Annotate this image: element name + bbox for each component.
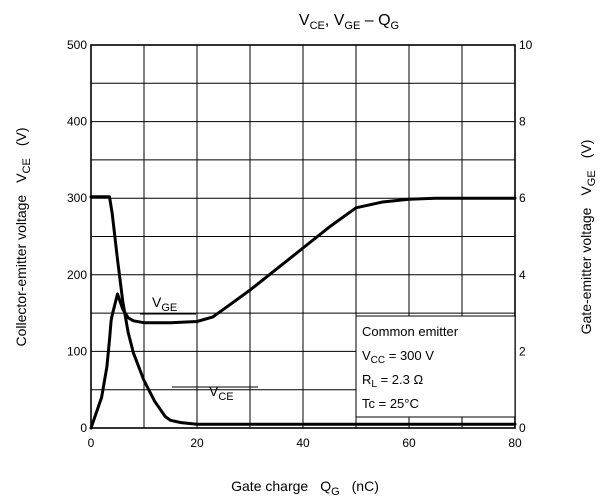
y-right-tick-label: 2	[519, 344, 526, 358]
series-line-vge	[89, 196, 517, 430]
y-left-axis-label: Collector-emitter voltageVCE(V)	[13, 127, 33, 346]
y-right-tick-label: 0	[519, 421, 526, 435]
vge-series-label: VGE	[152, 294, 177, 314]
x-tick-label: 0	[88, 436, 95, 450]
chart-title: VCE, VGE – QG	[299, 12, 399, 32]
y-right-tick-label: 6	[519, 191, 526, 205]
series-line-vce	[89, 195, 517, 426]
y-right-tick-label: 10	[519, 38, 533, 52]
series-group	[89, 195, 517, 430]
conditions-line-2: VCC = 300 V	[362, 348, 434, 366]
x-axis-label: Gate charge QG (nC)	[231, 478, 379, 498]
y-right-tick-label: 4	[519, 268, 526, 282]
y-left-tick-label: 500	[67, 38, 87, 52]
vce-series-label: VCE	[209, 383, 234, 403]
conditions-line-4: Tc = 25°C	[362, 396, 419, 411]
y-right-axis-label: Gate-emitter voltageVGE(V)	[578, 140, 598, 335]
x-tick-label: 80	[508, 436, 522, 450]
conditions-line-1: Common emitter	[362, 324, 459, 339]
conditions-box	[355, 315, 516, 418]
conditions-line-3: RL = 2.3 Ω	[362, 372, 423, 390]
y-left-tick-label: 0	[80, 421, 87, 435]
plot-frame	[90, 44, 516, 429]
x-tick-label: 40	[296, 436, 310, 450]
grid	[91, 45, 515, 428]
x-tick-label: 60	[402, 436, 416, 450]
y-left-tick-label: 400	[67, 115, 87, 129]
y-left-tick-label: 300	[67, 191, 87, 205]
y-right-tick-label: 8	[519, 115, 526, 129]
y-left-tick-label: 100	[67, 344, 87, 358]
x-tick-label: 20	[190, 436, 204, 450]
y-left-tick-label: 200	[67, 268, 87, 282]
